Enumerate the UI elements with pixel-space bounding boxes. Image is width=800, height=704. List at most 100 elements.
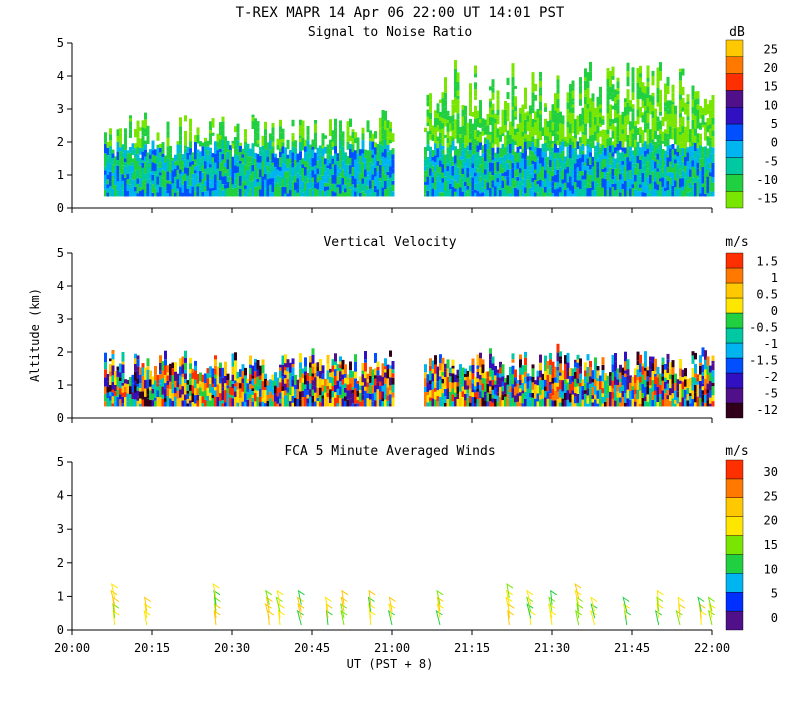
heatmap-cell — [436, 401, 440, 407]
heatmap-cell — [144, 140, 147, 145]
heatmap-cell — [564, 141, 567, 147]
heatmap-cell — [539, 370, 542, 378]
heatmap-cell — [211, 132, 215, 136]
heatmap-cell — [536, 385, 540, 394]
heatmap-cell — [611, 168, 615, 177]
heatmap-cell — [546, 147, 550, 151]
heatmap-cell — [286, 371, 290, 375]
heatmap-cell — [711, 395, 715, 402]
heatmap-cell — [624, 98, 627, 103]
heatmap-cell — [306, 152, 310, 163]
heatmap-cell — [164, 171, 167, 181]
heatmap-cell — [299, 135, 302, 139]
heatmap-cell — [336, 364, 340, 371]
heatmap-cell — [539, 186, 542, 197]
heatmap-cell — [641, 115, 645, 123]
heatmap-cell — [434, 364, 437, 374]
heatmap-cell — [629, 150, 632, 157]
y-tick-label: 1 — [57, 589, 64, 603]
heatmap-cell — [639, 131, 642, 135]
heatmap-cell — [346, 141, 350, 150]
heatmap-cell — [231, 184, 235, 189]
heatmap-cell — [546, 361, 550, 369]
heatmap-cell — [466, 185, 470, 190]
heatmap-cell — [431, 165, 435, 172]
heatmap-cell — [369, 382, 372, 386]
y-tick-label: 2 — [57, 345, 64, 359]
heatmap-cell — [361, 140, 365, 150]
heatmap-cell — [624, 402, 627, 407]
heatmap-cell — [246, 378, 250, 384]
heatmap-cell — [491, 162, 495, 172]
heatmap-cell — [551, 383, 555, 389]
heatmap-cell — [474, 167, 477, 173]
heatmap-cell — [656, 84, 660, 88]
heatmap-cell — [631, 108, 635, 113]
heatmap-cell — [509, 186, 512, 194]
heatmap-cell — [606, 115, 610, 125]
heatmap-cell — [589, 401, 592, 407]
heatmap-cell — [354, 159, 357, 169]
heatmap-cell — [679, 187, 682, 197]
heatmap-cell — [556, 188, 560, 197]
heatmap-cell — [651, 104, 655, 112]
heatmap-cell — [626, 175, 630, 182]
heatmap-cell — [441, 372, 445, 376]
heatmap-cell — [579, 366, 582, 374]
heatmap-cell — [601, 381, 605, 388]
heatmap-cell — [189, 141, 192, 149]
heatmap-cell — [204, 146, 207, 152]
heatmap-cell — [176, 153, 180, 161]
heatmap-cell — [141, 367, 145, 376]
heatmap-cell — [581, 124, 585, 132]
heatmap-cell — [589, 127, 592, 136]
heatmap-cell — [664, 129, 667, 134]
heatmap-cell — [671, 97, 675, 102]
heatmap-cell — [501, 376, 505, 382]
heatmap-cell — [309, 396, 312, 407]
heatmap-cell — [551, 151, 555, 162]
heatmap-cell — [519, 362, 522, 368]
heatmap-cell — [174, 165, 177, 169]
heatmap-cell — [241, 383, 245, 392]
heatmap-cell — [379, 117, 382, 123]
heatmap-cell — [659, 188, 662, 197]
heatmap-cell — [446, 177, 450, 181]
heatmap-cell — [291, 358, 295, 364]
heatmap-cell — [161, 148, 165, 154]
heatmap-cell — [431, 381, 435, 390]
heatmap-cell — [476, 382, 480, 389]
heatmap-cell — [699, 187, 702, 194]
heatmap-cell — [476, 368, 480, 372]
heatmap-cell — [219, 180, 222, 190]
heatmap-cell — [286, 379, 290, 383]
heatmap-cell — [616, 156, 620, 164]
heatmap-cell — [531, 107, 535, 113]
heatmap-cell — [566, 96, 570, 103]
heatmap-cell — [336, 388, 340, 395]
heatmap-cell — [676, 156, 680, 162]
heatmap-cell — [301, 192, 305, 197]
heatmap-cell — [309, 383, 312, 390]
heatmap-cell — [204, 161, 207, 169]
heatmap-cell — [556, 366, 560, 371]
heatmap-cell — [546, 121, 550, 128]
heatmap-cell — [481, 145, 485, 153]
heatmap-cell — [201, 146, 205, 157]
heatmap-cell — [254, 126, 257, 130]
heatmap-cell — [479, 100, 482, 110]
heatmap-cell — [306, 135, 310, 141]
heatmap-cell — [374, 353, 377, 363]
wind-barb — [264, 603, 272, 619]
heatmap-cell — [519, 161, 522, 169]
heatmap-cell — [549, 110, 552, 120]
heatmap-cell — [384, 189, 387, 197]
heatmap-cell — [166, 180, 170, 184]
heatmap-cell — [206, 181, 210, 191]
heatmap-cell — [634, 147, 637, 156]
heatmap-cell — [544, 143, 547, 153]
heatmap-cell — [184, 189, 187, 197]
heatmap-cell — [234, 187, 237, 192]
heatmap-cell — [491, 114, 495, 118]
heatmap-cell — [144, 379, 147, 389]
